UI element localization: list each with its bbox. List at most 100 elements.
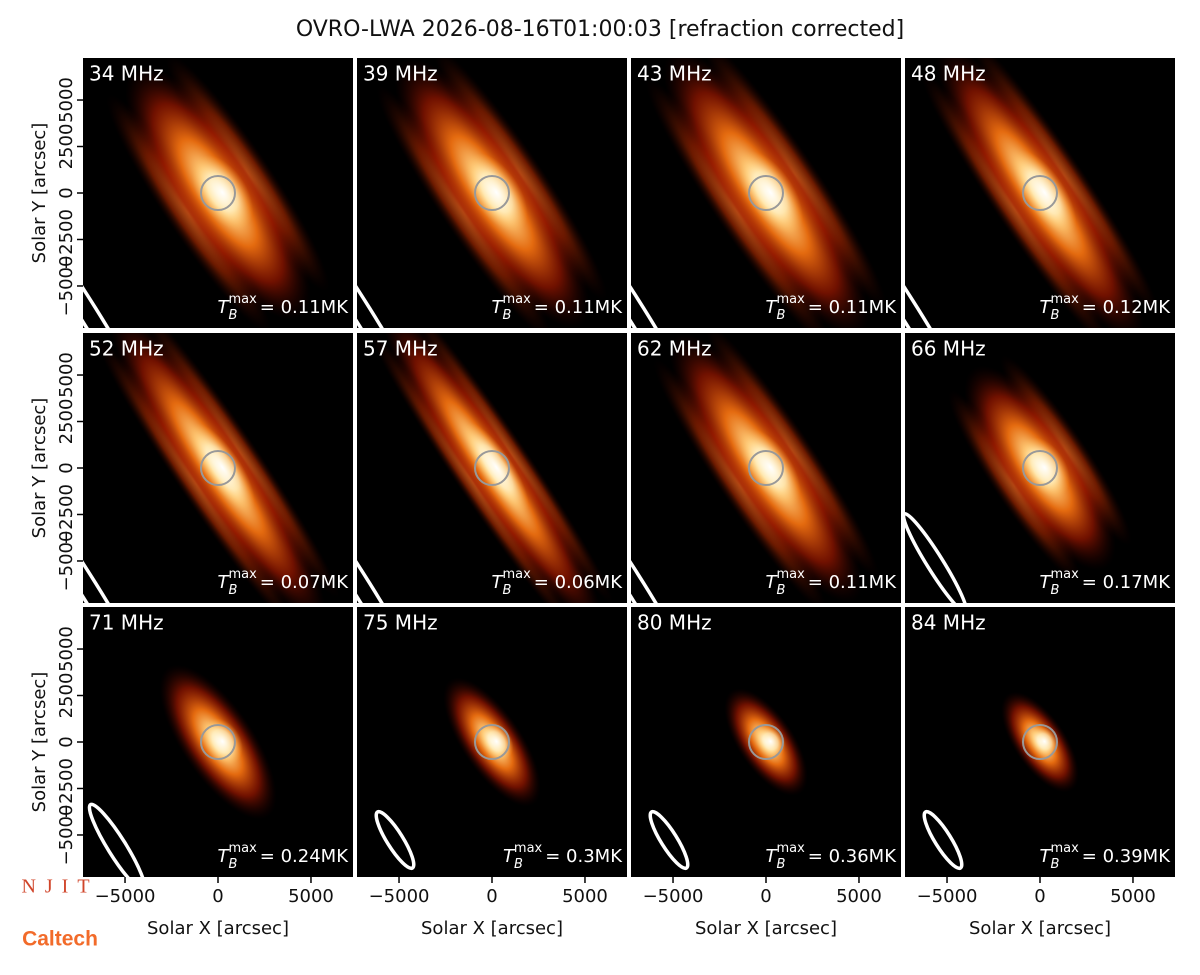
beam: [87, 802, 147, 877]
frequency-label: 39 MHz: [363, 62, 438, 86]
x-axis-label: Solar X [arcsec]: [969, 918, 1111, 939]
beam: [631, 209, 702, 328]
tb-label: TBmax = 0.24MK: [218, 841, 350, 872]
panel: [357, 58, 627, 328]
frequency-label: 48 MHz: [911, 62, 986, 86]
tb-label: TBmax = 0.12MK: [1040, 292, 1172, 323]
frequency-label: 62 MHz: [637, 337, 712, 361]
tb-symbol: T: [492, 297, 505, 318]
tb-value: = 0.06MK: [534, 572, 623, 593]
tb-label: TBmax = 0.39MK: [1040, 841, 1172, 872]
njit-logo: NJIT: [21, 876, 98, 898]
panel: [631, 607, 901, 877]
emission-core: [739, 428, 801, 507]
tb-subscript: B: [777, 308, 786, 323]
tb-symbol: T: [492, 572, 505, 593]
tb-symbol: T: [503, 846, 516, 867]
figure-title: OVRO-LWA 2026-08-16T01:00:03 [refraction…: [296, 17, 904, 42]
beam: [922, 809, 964, 871]
tb-value: = 0.11MK: [808, 572, 897, 593]
tb-subscript: B: [503, 583, 512, 598]
tb-label: TBmax = 0.07MK: [218, 567, 350, 598]
panel: [83, 333, 353, 603]
y-tick-label: 2500: [56, 399, 77, 445]
beam: [374, 809, 416, 871]
beam: [357, 209, 428, 328]
tb-symbol: T: [1040, 297, 1053, 318]
solar-disk: [748, 175, 784, 211]
tb-superscript: max: [502, 567, 531, 582]
tb-superscript: max: [1050, 567, 1079, 582]
tb-symbol: T: [1040, 846, 1053, 867]
beam: [905, 511, 969, 603]
beam: [905, 209, 976, 328]
tb-label: TBmax = 0.06MK: [492, 567, 624, 598]
tb-subscript: B: [514, 857, 523, 872]
tb-value: = 0.11MK: [808, 297, 897, 318]
tb-label: TBmax = 0.11MK: [766, 292, 898, 323]
tb-symbol: T: [766, 846, 779, 867]
tb-symbol: T: [218, 297, 231, 318]
tb-superscript: max: [502, 292, 531, 307]
y-axis-label: Solar Y [arcsec]: [29, 398, 50, 539]
frequency-label: 75 MHz: [363, 611, 438, 635]
emission-core: [737, 150, 804, 234]
tb-superscript: max: [1050, 841, 1079, 856]
y-tick-label: 5000: [56, 77, 77, 123]
solar-disk: [1022, 450, 1058, 486]
tb-label: TBmax = 0.17MK: [1040, 567, 1172, 598]
tb-value: = 0.11MK: [534, 297, 623, 318]
panel: [631, 333, 901, 603]
solar-disk: [1022, 724, 1058, 760]
y-tick-label: −5000: [56, 256, 77, 317]
y-tick-label: 0: [56, 187, 77, 198]
tb-symbol: T: [766, 297, 779, 318]
solar-disk: [748, 724, 784, 760]
emission-core: [201, 718, 243, 765]
tb-label: TBmax = 0.11MK: [766, 567, 898, 598]
x-tick-label: −5000: [369, 886, 430, 907]
x-tick-label: 5000: [836, 886, 882, 907]
tb-label: TBmax = 0.36MK: [766, 841, 898, 872]
emission-core: [463, 422, 530, 513]
tb-subscript: B: [1051, 308, 1060, 323]
tb-superscript: max: [228, 292, 257, 307]
tb-superscript: max: [1050, 292, 1079, 307]
x-axis-label: Solar X [arcsec]: [421, 918, 563, 939]
tb-symbol: T: [1040, 572, 1053, 593]
x-tick-label: −5000: [95, 886, 156, 907]
tb-symbol: T: [218, 572, 231, 593]
solar-disk: [474, 450, 510, 486]
solar-disk: [200, 450, 236, 486]
x-tick-label: 0: [760, 886, 771, 907]
frequency-label: 66 MHz: [911, 337, 986, 361]
tb-subscript: B: [1051, 583, 1060, 598]
beam: [631, 484, 702, 603]
tb-subscript: B: [229, 857, 238, 872]
solar-disk: [200, 724, 236, 760]
tb-subscript: B: [229, 308, 238, 323]
frequency-label: 84 MHz: [911, 611, 986, 635]
x-tick-label: −5000: [643, 886, 704, 907]
frequency-label: 43 MHz: [637, 62, 712, 86]
tb-value: = 0.12MK: [1082, 297, 1171, 318]
x-tick-label: 0: [486, 886, 497, 907]
emission-core: [1012, 150, 1077, 235]
tb-superscript: max: [776, 567, 805, 582]
x-axis-label: Solar X [arcsec]: [695, 918, 837, 939]
tb-symbol: T: [766, 572, 779, 593]
frequency-label: 57 MHz: [363, 337, 438, 361]
emission-core: [191, 155, 254, 230]
panel: [631, 58, 901, 328]
tb-label: TBmax = 0.11MK: [218, 292, 350, 323]
tb-superscript: max: [228, 567, 257, 582]
tb-superscript: max: [228, 841, 257, 856]
tb-label: TBmax = 0.3MK: [503, 841, 623, 872]
y-axis-label: Solar Y [arcsec]: [29, 123, 50, 264]
tb-value: = 0.24MK: [260, 846, 349, 867]
y-tick-label: 2500: [56, 673, 77, 719]
tb-superscript: max: [776, 292, 805, 307]
frequency-label: 34 MHz: [89, 62, 164, 86]
tb-label: TBmax = 0.11MK: [492, 292, 624, 323]
